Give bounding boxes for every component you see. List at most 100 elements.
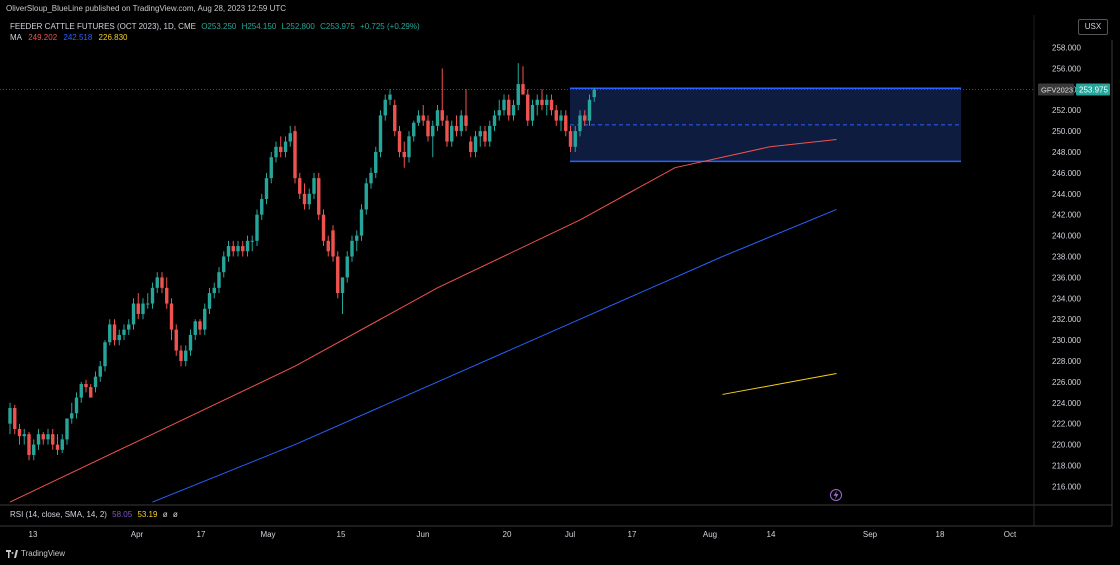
candle-body (298, 178, 302, 194)
candle-body (32, 444, 36, 456)
high-value: H254.150 (241, 22, 277, 31)
price-tick-label: 216.000 (1052, 482, 1081, 491)
candle-body (222, 256, 226, 273)
time-label: Oct (1004, 530, 1017, 539)
candles (8, 63, 596, 461)
lightning-icon (830, 489, 842, 501)
candle (488, 120, 492, 147)
candle-body (469, 141, 473, 152)
candle (241, 240, 245, 257)
candle (573, 125, 577, 152)
symbol-title[interactable]: FEEDER CATTLE FUTURES (OCT 2023), 1D, CM… (10, 22, 196, 31)
candle-body (359, 209, 364, 236)
candle (108, 319, 112, 346)
candle (312, 172, 316, 200)
candle (587, 94, 592, 126)
price-tick-label: 244.000 (1052, 190, 1081, 199)
candle-body (445, 120, 449, 142)
currency-button[interactable]: USX (1078, 19, 1108, 35)
candle-body (511, 104, 516, 116)
candle (440, 68, 444, 126)
chart-misc (0, 15, 1113, 527)
candle (502, 94, 506, 116)
candle-body (483, 131, 487, 142)
ma-fast-value: 249.202 (28, 33, 58, 42)
candle (545, 94, 549, 116)
candle (407, 131, 411, 163)
ma-mid-line (152, 209, 837, 503)
candle-body (473, 136, 478, 152)
candle (364, 178, 368, 215)
candle (279, 136, 283, 158)
candle-body (203, 308, 207, 330)
candle-body (402, 152, 406, 158)
candle-body (13, 408, 17, 429)
tradingview-logo[interactable]: TradingView (6, 549, 65, 558)
candle-body (98, 366, 102, 377)
candle (416, 110, 421, 126)
candle-body (397, 131, 402, 152)
candle-body (340, 277, 345, 294)
candle-body (535, 99, 539, 105)
candle (497, 99, 501, 121)
candle (193, 319, 197, 341)
candle-body (521, 84, 525, 95)
candle (236, 240, 240, 257)
candle (516, 63, 520, 111)
candle-body (388, 94, 392, 100)
candle-body (426, 120, 430, 137)
candle-body (321, 214, 326, 241)
candle-body (554, 110, 558, 121)
candle-body (108, 324, 112, 343)
candle-body (326, 240, 330, 252)
candle-body (516, 84, 520, 105)
candle (350, 235, 354, 262)
candle (89, 383, 93, 398)
candle (245, 235, 250, 257)
candle-body (127, 324, 131, 330)
candle (32, 439, 36, 461)
candle-body (70, 413, 74, 419)
candle-body (255, 214, 259, 241)
rsi-label[interactable]: RSI (14, close, SMA, 14, 2) (10, 510, 107, 519)
candle-body (141, 303, 145, 314)
price-tick-label: 224.000 (1052, 399, 1081, 408)
candle-body (393, 104, 397, 132)
candle-body (464, 115, 468, 126)
candle (435, 104, 440, 132)
candle (540, 89, 544, 111)
candle (340, 277, 345, 314)
candle-body (217, 272, 221, 288)
candle-body (245, 240, 250, 252)
candle-body (502, 99, 506, 111)
price-tick-label: 230.000 (1052, 336, 1081, 345)
candle-body (36, 434, 41, 445)
candle-body (60, 439, 64, 450)
candle (274, 141, 278, 163)
candle-body (369, 172, 373, 184)
candle-body (264, 178, 269, 200)
candle (288, 125, 292, 147)
ma-fast-line (9, 138, 837, 503)
candle-body (74, 397, 79, 414)
ma-label[interactable]: MA (10, 33, 22, 42)
candle (293, 125, 297, 184)
candle-body (112, 324, 117, 341)
candle (212, 282, 216, 299)
candle (84, 379, 88, 393)
rsi-value: 58.05 (112, 510, 133, 519)
time-label: 17 (197, 530, 206, 539)
candle (378, 110, 383, 158)
candle (207, 287, 212, 314)
candle-body (236, 246, 240, 252)
candle (112, 319, 117, 346)
candle (511, 99, 516, 121)
candle (255, 209, 259, 247)
candle (393, 99, 397, 137)
candle-body (283, 141, 288, 152)
candle (526, 89, 530, 126)
candle-body (103, 342, 107, 367)
candle (46, 428, 50, 445)
candle-body (260, 199, 264, 215)
